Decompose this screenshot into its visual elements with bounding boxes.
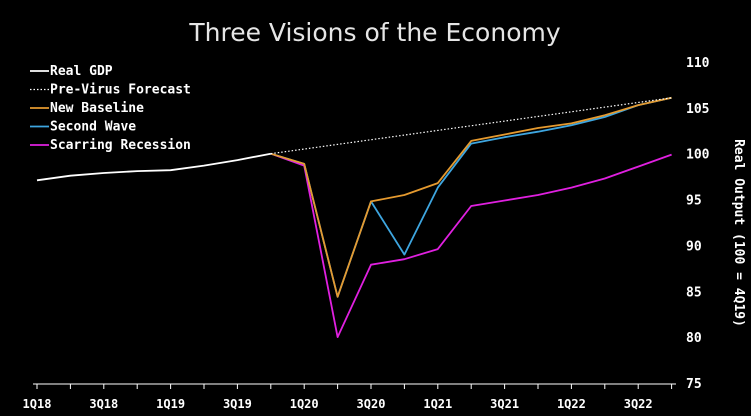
x-tick-label: 3Q19 [223, 397, 252, 411]
y-tick-label: 110 [686, 56, 710, 71]
series-group [36, 96, 672, 339]
x-tick-label: 1Q18 [23, 397, 52, 411]
series-line-scarring-recession [270, 152, 672, 339]
x-tick-label: 3Q18 [89, 397, 118, 411]
y-tick-label: 85 [686, 285, 702, 300]
chart-title: Three Visions of the Economy [188, 18, 560, 47]
x-tick-label: 1Q22 [557, 397, 586, 411]
y-tick-label: 90 [686, 239, 702, 254]
x-tick-label: 1Q21 [423, 397, 452, 411]
series-line-real-gdp [36, 152, 271, 182]
x-tick-label: 1Q20 [290, 397, 319, 411]
x-axis-ticks: 1Q18 3Q18 1Q19 3Q19 1Q20 3Q20 1Q21 3Q21 1Q22 3Q22 [23, 384, 673, 411]
x-tick-label: 1Q19 [156, 397, 185, 411]
series-line-new-baseline [270, 96, 672, 298]
legend-label: Pre-Virus Forecast [50, 83, 191, 98]
y-axis-label: Real Output (100 = 4Q19) [731, 139, 746, 327]
x-tick-label: 3Q22 [624, 397, 653, 411]
legend-label: New Baseline [50, 101, 144, 116]
legend-label: Scarring Recession [50, 138, 191, 153]
legend: Real GDP Pre-Virus Forecast New Baseline Se… [30, 64, 191, 153]
y-tick-label: 80 [686, 331, 702, 346]
y-axis-ticks: 75 80 85 90 95 100 105 110 [686, 56, 710, 392]
y-tick-label: 75 [686, 377, 702, 392]
legend-label: Real GDP [50, 64, 113, 79]
y-tick-label: 100 [686, 148, 710, 163]
x-tick-label: 3Q20 [357, 397, 386, 411]
series-line-pre-virus-forecast [270, 97, 672, 155]
y-tick-label: 105 [686, 102, 709, 117]
legend-label: Second Wave [50, 120, 136, 135]
y-tick-label: 95 [686, 194, 702, 209]
x-tick-label: 3Q21 [490, 397, 519, 411]
